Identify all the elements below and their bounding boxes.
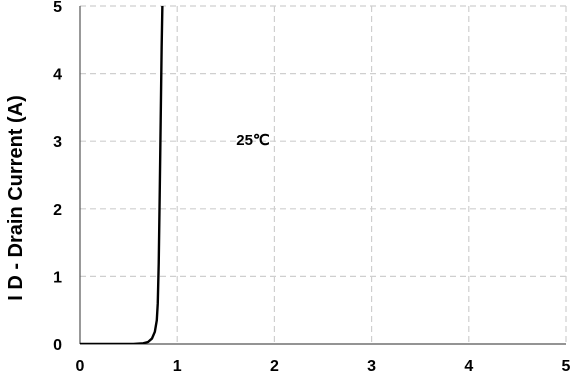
x-tick-label: 1 xyxy=(173,358,182,375)
y-tick-label: 0 xyxy=(53,337,62,354)
y-axis-label: I D - Drain Current (A) xyxy=(5,95,27,301)
axes xyxy=(79,6,566,345)
tick-labels: 0 1 2 3 4 5 0 1 2 3 4 5 xyxy=(53,0,570,375)
temperature-annotation: 25℃ xyxy=(236,132,270,149)
y-tick-label: 1 xyxy=(53,269,62,286)
series-line xyxy=(80,6,164,344)
y-tick-label: 5 xyxy=(53,0,62,16)
x-tick-label: 2 xyxy=(270,358,279,375)
grid xyxy=(80,5,567,344)
x-tick-label: 4 xyxy=(464,358,473,375)
y-tick-label: 4 xyxy=(53,67,62,84)
x-tick-label: 3 xyxy=(367,358,376,375)
x-tick-label: 0 xyxy=(76,358,85,375)
series xyxy=(80,6,164,344)
y-tick-label: 2 xyxy=(53,202,62,219)
x-tick-label: 5 xyxy=(562,358,571,375)
y-tick-label: 3 xyxy=(53,134,62,151)
